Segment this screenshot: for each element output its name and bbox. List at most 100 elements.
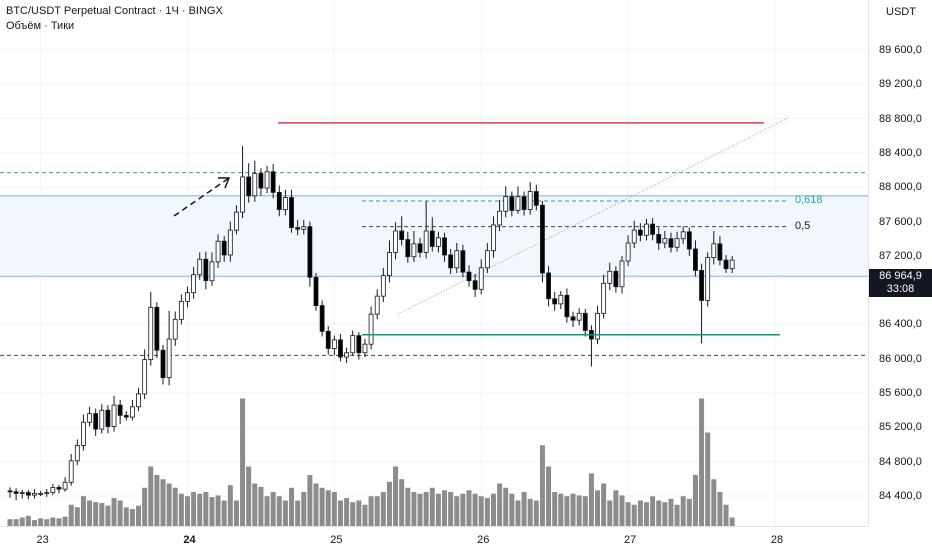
- candle-body: [325, 330, 331, 349]
- candle-body: [680, 231, 686, 240]
- candle-body: [693, 248, 698, 271]
- volume-bar: [619, 495, 625, 526]
- candle-body: [252, 173, 258, 197]
- volume-bar: [362, 504, 368, 526]
- candle-body: [491, 224, 496, 252]
- volume-bar: [178, 493, 184, 526]
- candle-body: [729, 259, 735, 270]
- volume-bar: [221, 500, 227, 526]
- candle-body: [19, 492, 25, 494]
- candle-body: [221, 240, 227, 256]
- chart-plot-area[interactable]: BTC/USDT Perpetual Contract · 1Ч · BINGX…: [0, 0, 868, 526]
- candle-body: [625, 242, 631, 262]
- volume-bar: [729, 517, 735, 526]
- volume-bar: [19, 517, 25, 526]
- candle-body: [166, 338, 172, 379]
- candle-body: [509, 196, 515, 211]
- trend-line: [397, 117, 789, 315]
- candle-body: [117, 404, 123, 416]
- candle-body: [662, 238, 668, 244]
- volume-bar: [13, 519, 19, 526]
- price-axis[interactable]: USDT 89 600,0 89 200,0 88 800,0 88 400,0 88 …: [868, 0, 932, 526]
- volume-bar: [699, 398, 705, 526]
- symbol-title[interactable]: BTC/USDT Perpetual Contract · 1Ч · BINGX: [6, 5, 223, 17]
- candle-body: [387, 252, 392, 276]
- candle-body: [423, 230, 429, 253]
- time-axis[interactable]: 23 24 25 26 27 28: [0, 526, 868, 551]
- price-tick-label: 89 200,0: [879, 78, 922, 91]
- volume-bar: [607, 500, 613, 526]
- volume-bar: [197, 493, 203, 526]
- candle-body: [429, 230, 435, 247]
- arrow-line: [173, 177, 230, 217]
- candle-body: [717, 243, 723, 261]
- volume-bar: [435, 493, 441, 526]
- candle-body: [319, 305, 325, 332]
- candle-body: [380, 275, 386, 297]
- volume-bar: [509, 493, 515, 526]
- volume-bar: [87, 500, 93, 526]
- candle-body: [705, 257, 711, 301]
- candle-body: [711, 243, 717, 258]
- candle-body: [521, 196, 527, 210]
- volume-bar: [582, 496, 588, 526]
- candle-body: [607, 270, 613, 284]
- volume-bar: [111, 497, 117, 526]
- candle-body: [13, 491, 19, 494]
- volume-bar: [527, 498, 533, 526]
- volume-bar: [650, 496, 656, 526]
- volume-bar: [215, 495, 221, 526]
- candle-body: [129, 406, 135, 418]
- candle-body: [417, 243, 423, 253]
- candle-body: [7, 490, 13, 493]
- volume-indicator-label[interactable]: Объём · Тики: [6, 20, 75, 32]
- volume-bar: [423, 492, 429, 526]
- candle-body: [558, 294, 564, 305]
- candle-body: [295, 227, 301, 230]
- candle-body: [68, 460, 74, 483]
- currency-label: USDT: [886, 6, 916, 18]
- candle-body: [32, 493, 37, 496]
- volume-bar: [307, 475, 313, 526]
- candle-body: [405, 239, 411, 258]
- volume-bar: [680, 496, 686, 526]
- volume-bar: [705, 432, 711, 526]
- candlestick-chart[interactable]: [0, 0, 868, 526]
- time-tick-label: 23: [36, 534, 49, 546]
- candle-body: [307, 226, 313, 278]
- candle-body: [74, 444, 80, 462]
- candle-body: [338, 339, 343, 358]
- price-tick-label: 88 800,0: [879, 112, 922, 125]
- candle-body: [613, 270, 619, 288]
- candle-body: [38, 493, 43, 495]
- volume-bar: [533, 500, 539, 526]
- candle-body: [81, 421, 86, 446]
- price-tick-label: 85 600,0: [879, 387, 922, 400]
- volume-bar: [289, 487, 295, 526]
- candle-body: [191, 274, 197, 294]
- price-tick-label: 85 200,0: [879, 421, 922, 434]
- candle-body: [172, 318, 178, 340]
- candle-body: [668, 238, 674, 248]
- price-tick-label: 88 000,0: [879, 181, 922, 194]
- volume-bar: [258, 486, 264, 526]
- volume-bar: [80, 496, 86, 526]
- candle-body: [344, 352, 350, 358]
- volume-bar: [172, 487, 178, 526]
- candle-body: [399, 230, 405, 240]
- candle-body: [368, 313, 374, 345]
- volume-bar: [325, 490, 331, 526]
- volume-bar: [570, 493, 576, 526]
- fib-618-label: 0,618: [795, 193, 823, 206]
- volume-bar: [25, 515, 31, 526]
- volume-bar: [350, 502, 356, 526]
- candle-body: [637, 229, 643, 236]
- volume-bar: [301, 492, 307, 526]
- volume-bar: [546, 466, 552, 526]
- price-tick-label: 87 600,0: [879, 215, 922, 228]
- volume-bar: [154, 475, 160, 526]
- candle-body: [301, 226, 307, 230]
- candle-body: [393, 230, 398, 253]
- candle-body: [723, 259, 729, 270]
- volume-bar: [711, 479, 717, 526]
